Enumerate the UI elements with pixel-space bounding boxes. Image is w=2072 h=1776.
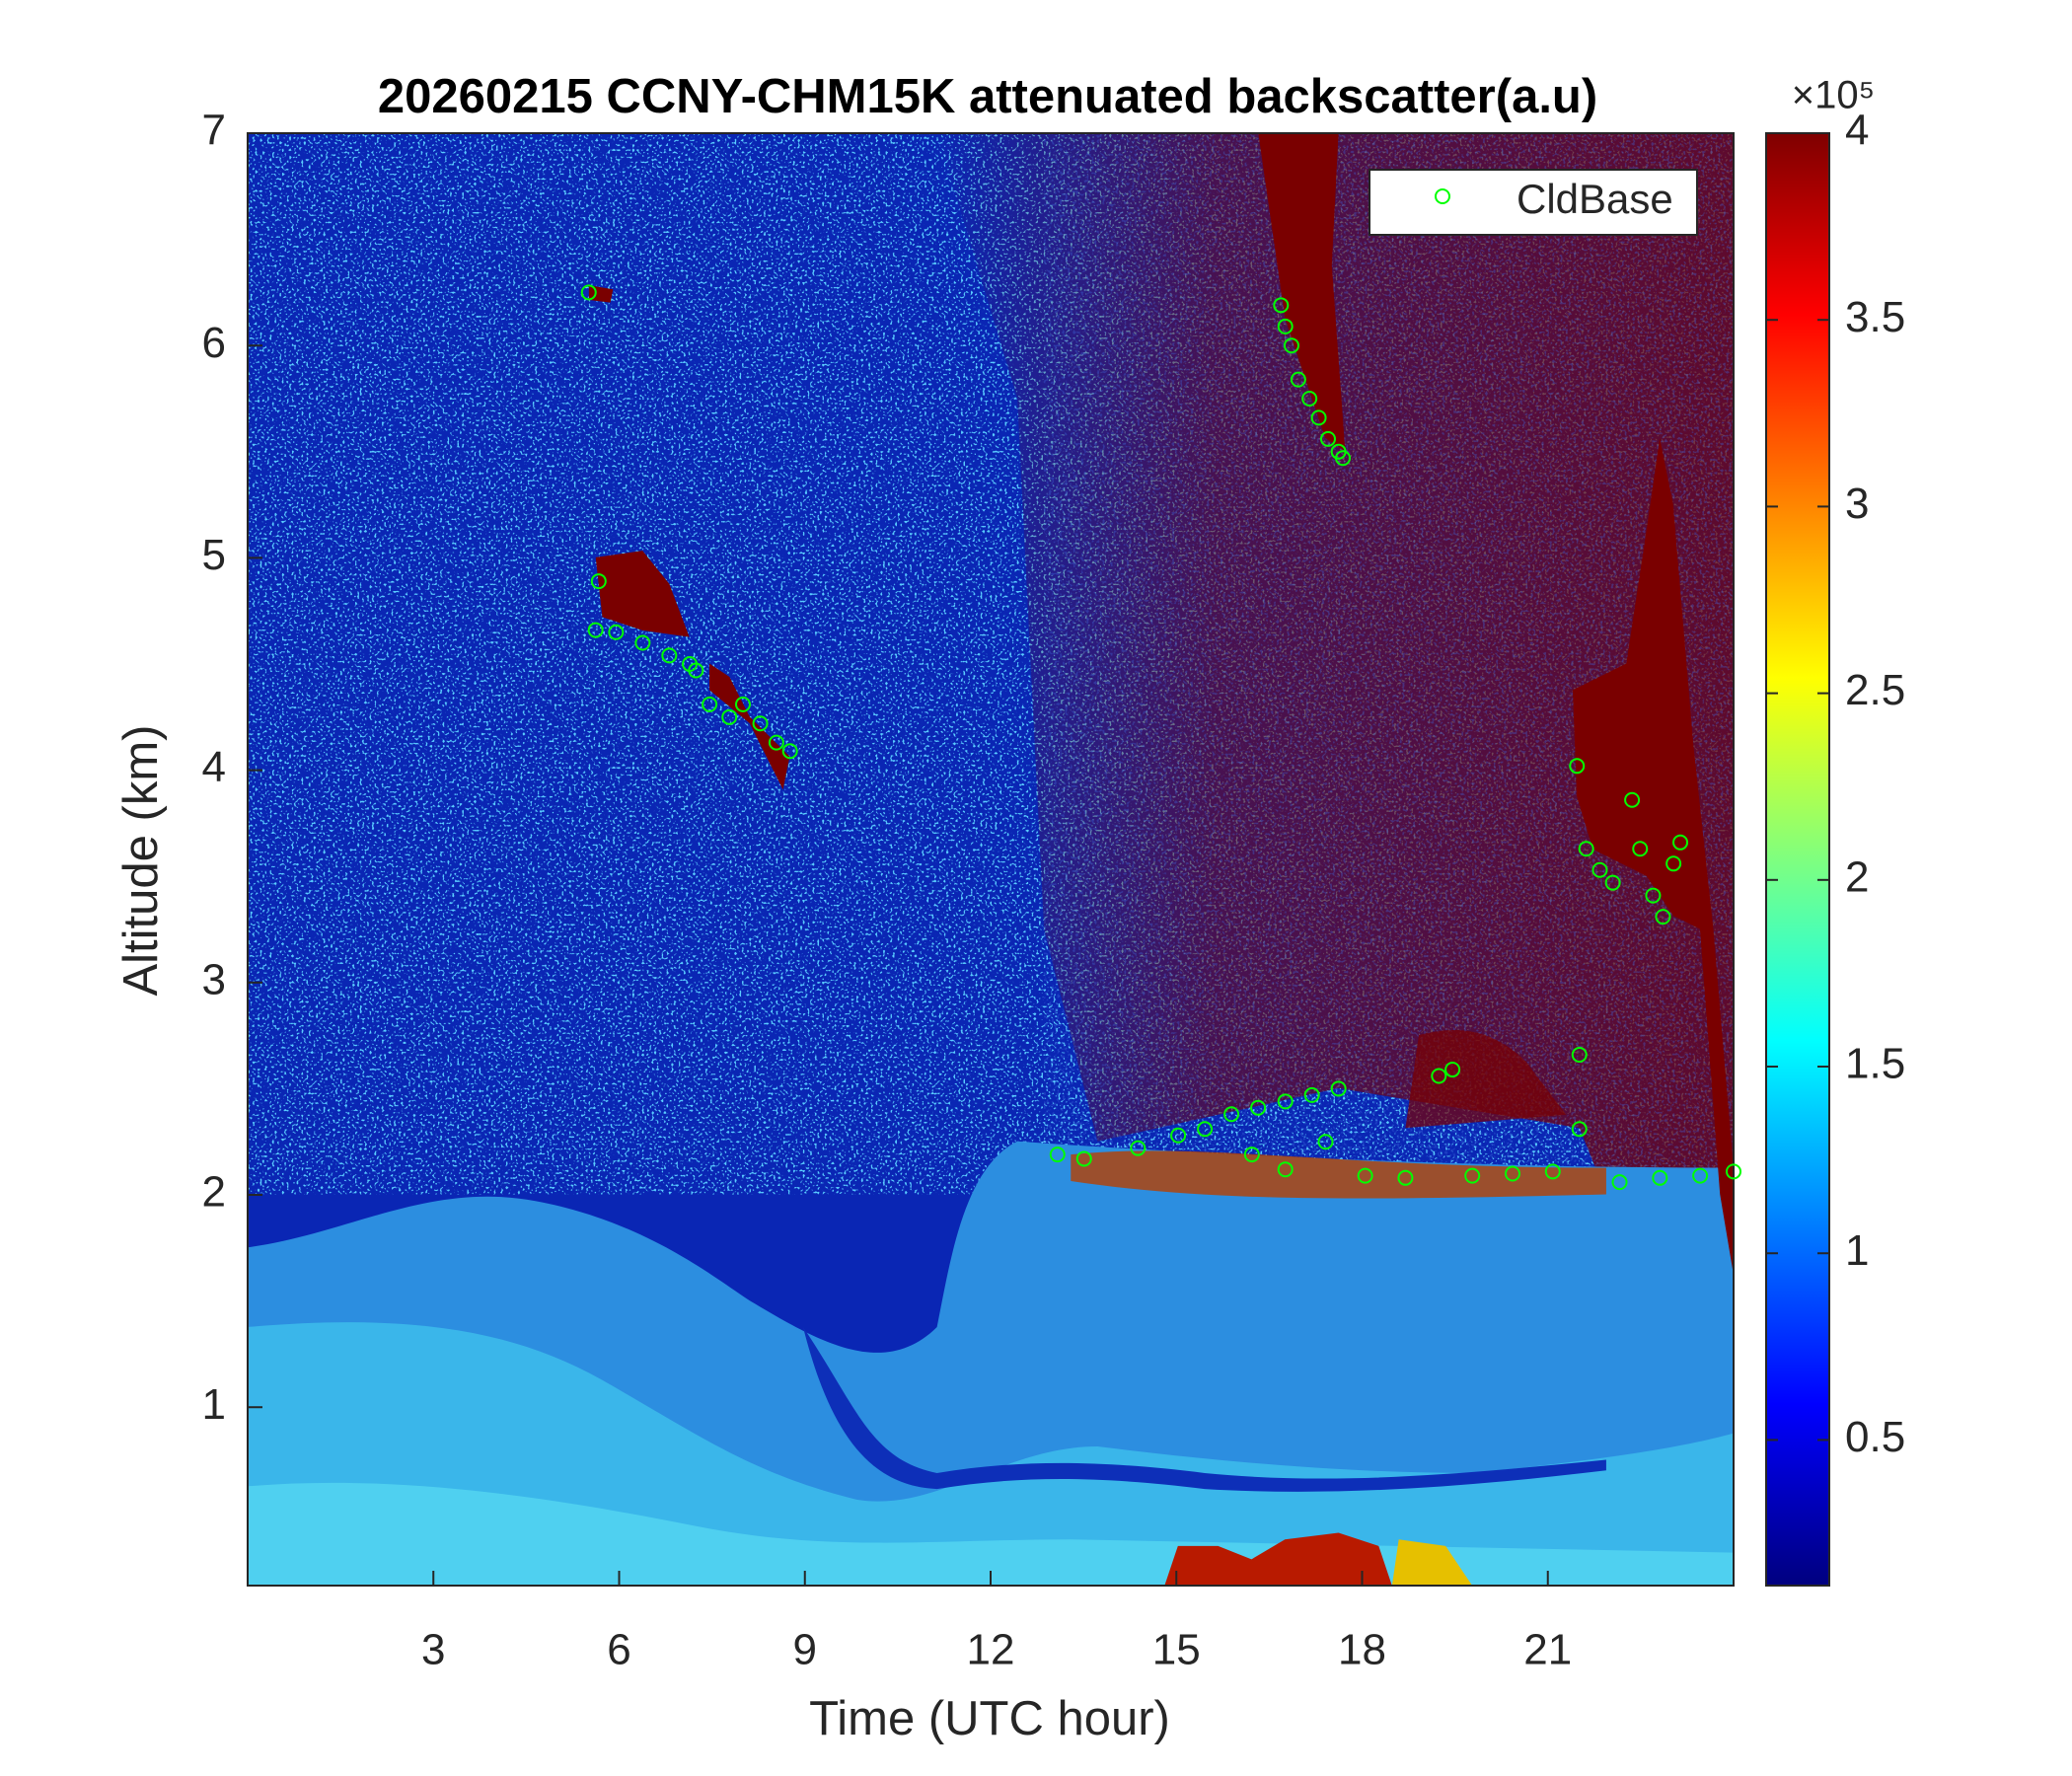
cloud-base-point xyxy=(1049,1147,1066,1163)
heatmap xyxy=(247,132,1734,1587)
cloud-base-point xyxy=(1397,1169,1414,1186)
colorbar xyxy=(1765,132,1830,1587)
legend-label: CldBase xyxy=(1517,176,1673,222)
cloud-base-point xyxy=(1290,371,1306,388)
cloud-base-point xyxy=(1273,297,1290,314)
x-axis-label: Time (UTC hour) xyxy=(809,1692,1170,1745)
y-tick-label: 4 xyxy=(202,743,226,791)
cloud-base-point xyxy=(634,634,651,651)
cloud-base-point xyxy=(1655,909,1671,925)
y-tick-label: 2 xyxy=(202,1168,226,1217)
y-tick-label: 6 xyxy=(202,319,226,367)
cloud-base-point xyxy=(1335,450,1352,467)
cloud-base-point xyxy=(1223,1106,1240,1123)
cloud-base-point xyxy=(1250,1099,1267,1116)
cloud-base-point xyxy=(1645,887,1662,904)
cloud-base-point xyxy=(1504,1165,1520,1182)
cloud-base-point xyxy=(1624,791,1641,808)
cloud-base-point xyxy=(1277,1093,1294,1110)
cloud-base-point xyxy=(1591,861,1608,878)
cloud-base-point xyxy=(1569,758,1586,775)
cloud-base-point xyxy=(768,734,784,751)
cloud-base-point xyxy=(688,662,704,679)
cloud-base-point xyxy=(1632,841,1649,857)
cloud-base-point xyxy=(608,624,625,640)
cloud-base-point xyxy=(1611,1174,1628,1191)
cloud-base-point xyxy=(1277,1161,1294,1178)
colorbar-tick-label: 4 xyxy=(1845,107,1869,155)
cloud-base-point xyxy=(587,622,604,638)
y-tick-label: 5 xyxy=(202,531,226,579)
colorbar-tick-label: 2 xyxy=(1845,852,1869,901)
colorbar-tick-label: 1.5 xyxy=(1845,1040,1905,1088)
x-tick-label: 9 xyxy=(793,1626,817,1674)
cloud-base-point xyxy=(1652,1169,1668,1186)
colorbar-tick-label: 2.5 xyxy=(1845,666,1905,714)
cloud-base-point xyxy=(1283,337,1299,354)
cloud-base-point xyxy=(1197,1121,1214,1138)
cloud-base-point xyxy=(1330,1080,1347,1097)
x-tick-label: 21 xyxy=(1523,1626,1572,1674)
cloud-base-point xyxy=(1692,1167,1709,1184)
cloud-base-point xyxy=(1301,391,1318,407)
plot-frame xyxy=(247,132,1735,1587)
cloud-base-point xyxy=(721,708,738,725)
cloud-base-point xyxy=(1357,1167,1373,1184)
cloud-base-point xyxy=(702,696,718,712)
cloud-base-point xyxy=(1578,841,1594,857)
cloud-base-point xyxy=(1571,1121,1588,1138)
cloud-base-point xyxy=(1444,1062,1461,1078)
cloud-base-point xyxy=(1672,834,1689,851)
cloud-base-point xyxy=(1303,1086,1320,1103)
cloud-base-point xyxy=(1075,1150,1092,1167)
cloud-base-point xyxy=(1319,430,1336,447)
x-tick-label: 18 xyxy=(1338,1626,1386,1674)
cloud-base-point xyxy=(1431,1068,1447,1084)
x-tick-label: 6 xyxy=(607,1626,630,1674)
cloud-base-point xyxy=(1571,1046,1588,1063)
cloud-base-point xyxy=(1544,1163,1561,1180)
cloud-base-point xyxy=(661,647,678,664)
x-tick-label: 3 xyxy=(421,1626,445,1674)
cloud-base-point xyxy=(1604,874,1621,891)
legend-box xyxy=(1369,169,1698,236)
x-tick-label: 15 xyxy=(1152,1626,1201,1674)
cloud-base-point xyxy=(1170,1127,1187,1144)
cloud-base-point xyxy=(1130,1140,1147,1156)
colorbar-exponent: ×10⁵ xyxy=(1792,74,1875,117)
cloud-base-point xyxy=(735,696,751,712)
colorbar-tick-label: 0.5 xyxy=(1845,1413,1905,1461)
cloud-base-point xyxy=(1277,318,1294,334)
cloud-base-point xyxy=(1464,1167,1481,1184)
y-tick-label: 1 xyxy=(202,1380,226,1429)
cloud-base-point xyxy=(752,715,769,732)
y-axis-label: Altitude (km) xyxy=(114,724,168,996)
y-tick-label: 3 xyxy=(202,955,226,1003)
cloud-base-point xyxy=(781,743,798,760)
cloud-base-point xyxy=(590,573,607,590)
cloud-base-point xyxy=(1243,1147,1260,1163)
cloud-base-point xyxy=(580,284,597,301)
cloud-base-point xyxy=(1310,409,1327,426)
cloud-base-point xyxy=(1665,855,1682,872)
y-tick-label: 7 xyxy=(202,107,226,155)
colorbar-tick-label: 3.5 xyxy=(1845,293,1905,341)
chart-title: 20260215 CCNY-CHM15K attenuated backscat… xyxy=(378,70,1597,123)
colorbar-tick-label: 1 xyxy=(1845,1226,1869,1275)
colorbar-tick-label: 3 xyxy=(1845,480,1869,528)
legend-marker xyxy=(1435,188,1450,204)
cloud-base-point xyxy=(1317,1134,1334,1150)
x-tick-label: 12 xyxy=(967,1626,1015,1674)
cloud-base-point xyxy=(1726,1163,1741,1180)
